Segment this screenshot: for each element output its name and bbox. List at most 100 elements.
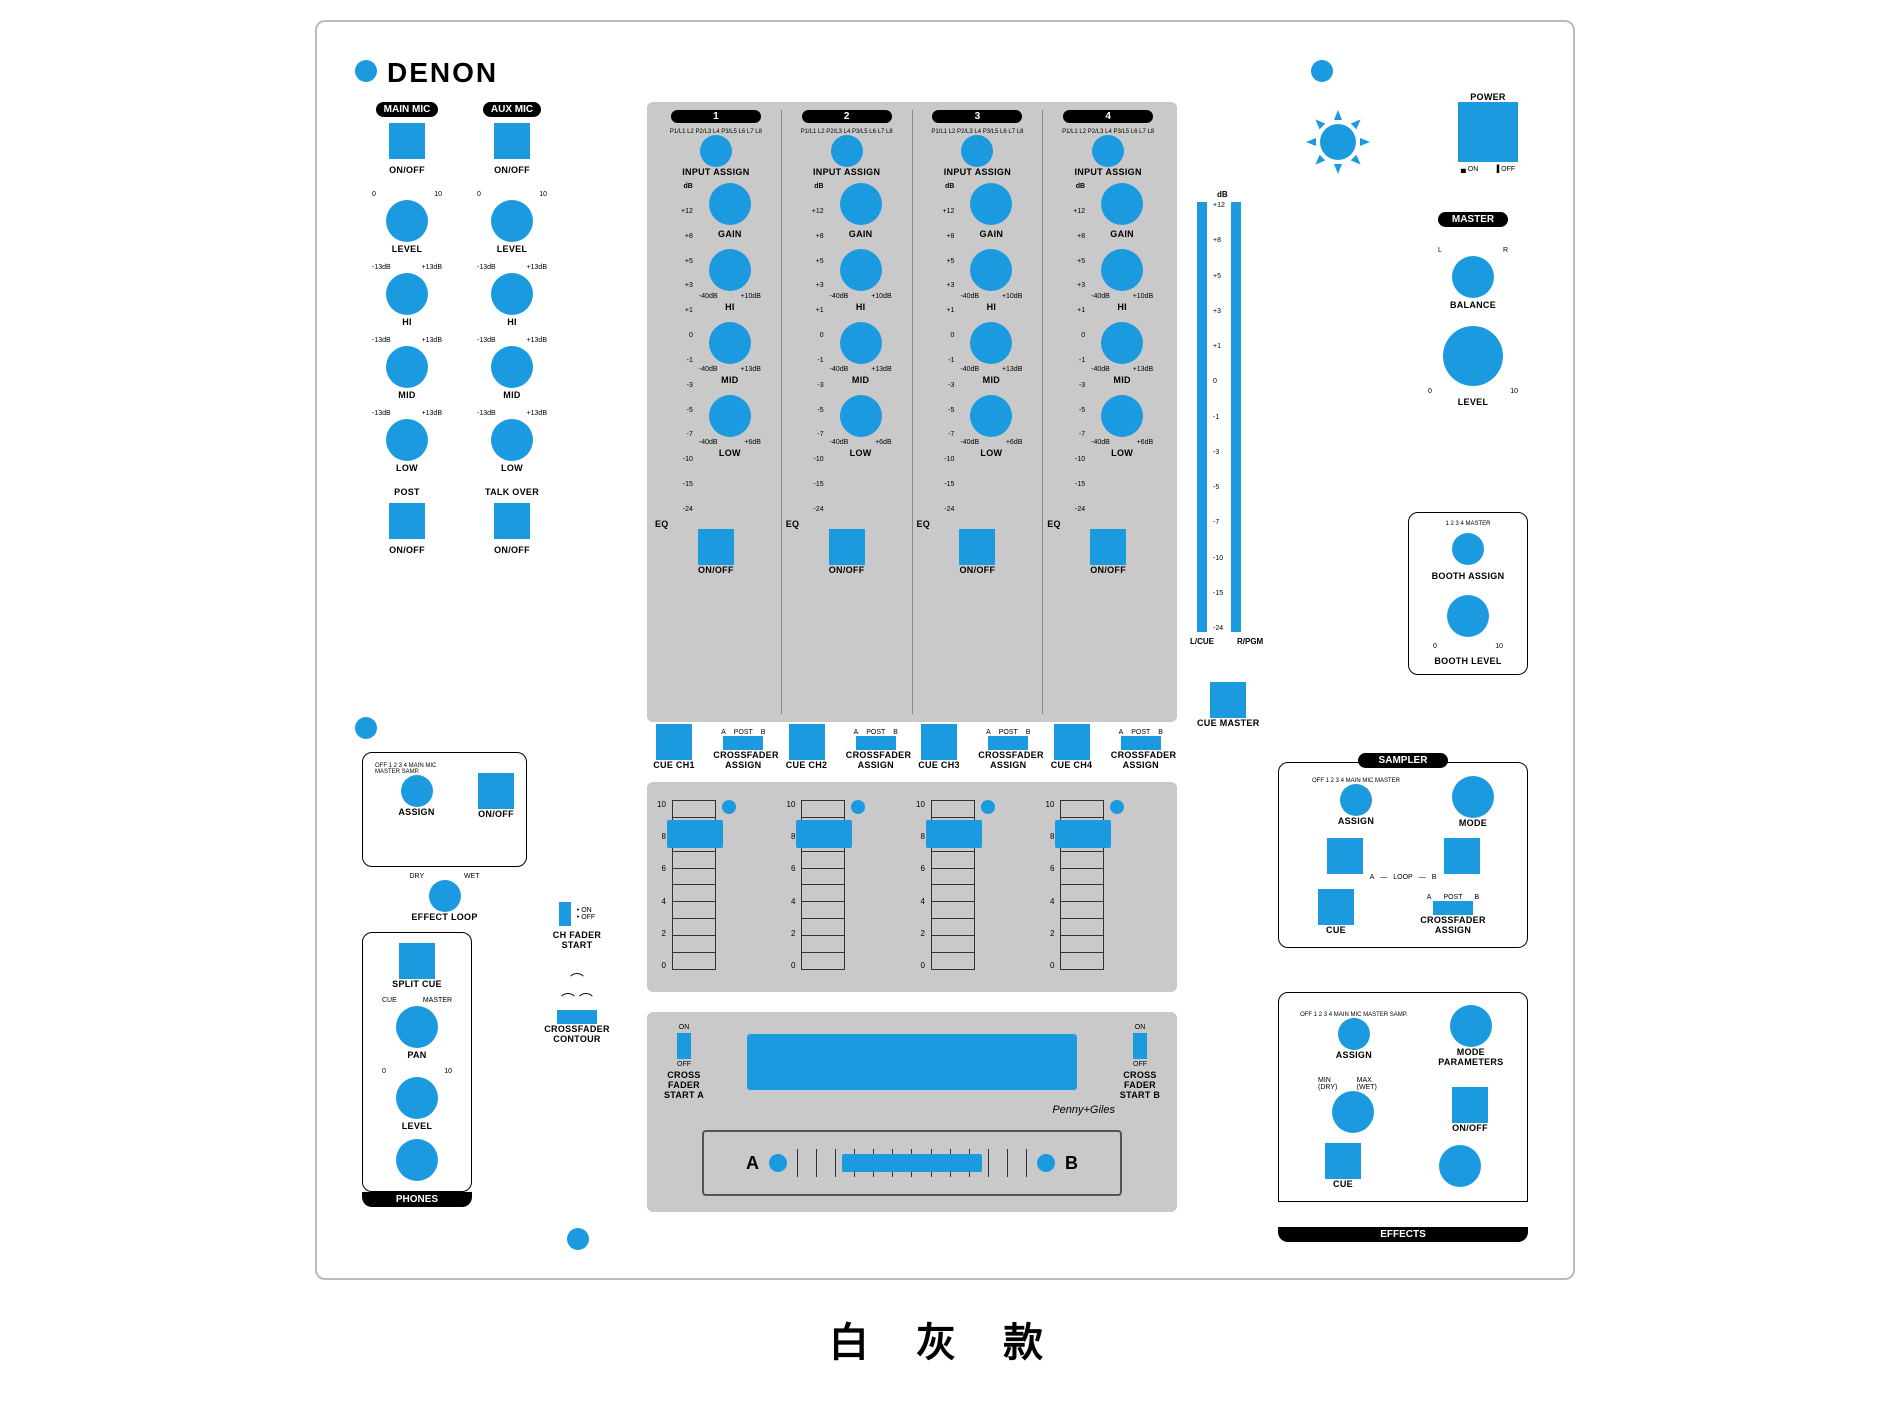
booth-assign-knob[interactable] xyxy=(1452,533,1484,565)
main-mic-onoff-button[interactable] xyxy=(389,123,425,159)
split-cue-button[interactable] xyxy=(399,943,435,979)
ch1-fader-handle[interactable] xyxy=(667,820,723,848)
aux-mic-onoff-button[interactable] xyxy=(494,123,530,159)
sampler-assign-knob[interactable] xyxy=(1340,784,1372,816)
ch3-hi-knob[interactable] xyxy=(970,249,1012,291)
ch1-hi-knob[interactable] xyxy=(709,249,751,291)
ch2-mid-knob[interactable] xyxy=(840,322,882,364)
phones-level-knob[interactable] xyxy=(396,1077,438,1119)
balance-knob[interactable] xyxy=(1452,256,1494,298)
cfsb-on: ON xyxy=(1135,1024,1146,1031)
aux_mic.knobs-knob-2[interactable] xyxy=(491,346,533,388)
master-level-label: LEVEL xyxy=(1458,397,1489,407)
ch1-fader[interactable] xyxy=(672,800,716,970)
headphone-jack[interactable] xyxy=(396,1139,438,1181)
ch4-gain-knob[interactable] xyxy=(1101,183,1143,225)
lcue-label: L/CUE xyxy=(1190,637,1214,646)
ch3-fader-handle[interactable] xyxy=(926,820,982,848)
ch4-input-assign-knob[interactable] xyxy=(1092,135,1124,167)
pan-knob[interactable] xyxy=(396,1006,438,1048)
ch3-eq-button[interactable] xyxy=(959,529,995,565)
ch-fader-start-label: CH FADER START xyxy=(552,930,602,950)
effect-loop-knob[interactable] xyxy=(429,880,461,912)
cue-master-button[interactable] xyxy=(1210,682,1246,718)
sampler-cue-label: CUE xyxy=(1326,925,1346,935)
ch1-gain-knob[interactable] xyxy=(709,183,751,225)
fader-area: 1086420 1086420 1086420 1086420 xyxy=(647,782,1177,992)
ch3-cf-assign-switch[interactable] xyxy=(988,736,1028,750)
ch3-mid-knob[interactable] xyxy=(970,322,1012,364)
ch3-low-knob[interactable] xyxy=(970,395,1012,437)
effects-onoff-button[interactable] xyxy=(1452,1087,1488,1123)
pan-cue: CUE xyxy=(382,997,397,1004)
ch2-hi-knob[interactable] xyxy=(840,249,882,291)
cue-ch3-button[interactable] xyxy=(921,724,957,760)
main_mic.knobs-knob-1[interactable] xyxy=(386,273,428,315)
ch2-gain-knob[interactable] xyxy=(840,183,882,225)
talkover-button[interactable] xyxy=(494,503,530,539)
effects-mode-knob[interactable] xyxy=(1450,1005,1492,1047)
fx-max: MAX (WET) xyxy=(1357,1077,1388,1091)
ch2-cf-assign-switch[interactable] xyxy=(856,736,896,750)
cue-ch2-button[interactable] xyxy=(789,724,825,760)
ch4-hi-knob[interactable] xyxy=(1101,249,1143,291)
ch4-eq-button[interactable] xyxy=(1090,529,1126,565)
aux_mic.knobs-knob-1[interactable] xyxy=(491,273,533,315)
ch2-eq-button[interactable] xyxy=(829,529,865,565)
aux_mic.knobs-knob-0[interactable] xyxy=(491,200,533,242)
crossfader-contour-switch[interactable] xyxy=(557,1010,597,1024)
cue-ch1-button[interactable] xyxy=(656,724,692,760)
sampler-loop-a-button[interactable] xyxy=(1327,838,1363,874)
effects-footer: EFFECTS xyxy=(1278,1227,1528,1242)
sampler-cue-button[interactable] xyxy=(1318,889,1354,925)
cue-ch4-button[interactable] xyxy=(1054,724,1090,760)
master-level-knob[interactable] xyxy=(1443,326,1503,386)
sampler-cf-assign-switch[interactable] xyxy=(1433,901,1473,915)
ch2-input-assign-knob[interactable] xyxy=(831,135,863,167)
crossfader-handle[interactable] xyxy=(842,1154,982,1172)
phones-level-label: LEVEL xyxy=(402,1121,433,1131)
crossfader-start-b-switch[interactable] xyxy=(1133,1033,1147,1059)
effects-param-knob[interactable] xyxy=(1439,1145,1481,1187)
ch2-low-knob[interactable] xyxy=(840,395,882,437)
ch1-input-assign-knob[interactable] xyxy=(700,135,732,167)
power-button[interactable] xyxy=(1458,102,1518,162)
ch1-cf-assign-switch[interactable] xyxy=(723,736,763,750)
ch4-cf-assign-switch[interactable] xyxy=(1121,736,1161,750)
balance-label: BALANCE xyxy=(1450,300,1496,310)
ch-fader-start-switch[interactable] xyxy=(559,902,571,926)
cue-cf-row: CUE CH1 APOSTB CROSSFADER ASSIGN CUE CH2… xyxy=(647,724,1177,770)
ch3-input-assign-knob[interactable] xyxy=(961,135,993,167)
xfader-a: A xyxy=(746,1153,759,1174)
cue-master-label: CUE MASTER xyxy=(1197,718,1260,728)
ch1-eq-button[interactable] xyxy=(698,529,734,565)
booth-level-knob[interactable] xyxy=(1447,595,1489,637)
phones-onoff-button[interactable] xyxy=(478,773,514,809)
crossfader-track[interactable] xyxy=(797,1152,1027,1174)
ch2-fader[interactable] xyxy=(801,800,845,970)
ch2-fader-handle[interactable] xyxy=(796,820,852,848)
effects-wetdry-knob[interactable] xyxy=(1332,1091,1374,1133)
sampler-mode-knob[interactable] xyxy=(1452,776,1494,818)
aux_mic.knobs-knob-3[interactable] xyxy=(491,419,533,461)
crossfader-start-a-switch[interactable] xyxy=(677,1033,691,1059)
main_mic.knobs-knob-0[interactable] xyxy=(386,200,428,242)
ch4-low-knob[interactable] xyxy=(1101,395,1143,437)
ch3-fader[interactable] xyxy=(931,800,975,970)
post-button[interactable] xyxy=(389,503,425,539)
effects-cue-button[interactable] xyxy=(1325,1143,1361,1179)
ch1-mid-knob[interactable] xyxy=(709,322,751,364)
ch3-gain-knob[interactable] xyxy=(970,183,1012,225)
sampler-loop-b-button[interactable] xyxy=(1444,838,1480,874)
ch4-mid-knob[interactable] xyxy=(1101,322,1143,364)
phones-assign-knob[interactable] xyxy=(401,775,433,807)
main_mic.knobs-knob-2[interactable] xyxy=(386,346,428,388)
s-apb-a: A xyxy=(1427,894,1432,901)
main_mic.knobs-knob-3[interactable] xyxy=(386,419,428,461)
effects-assign-knob[interactable] xyxy=(1338,1018,1370,1050)
ch1-low-knob[interactable] xyxy=(709,395,751,437)
ch4-fader-handle[interactable] xyxy=(1055,820,1111,848)
jog-wheel[interactable] xyxy=(1303,107,1373,182)
ch4-fader[interactable] xyxy=(1060,800,1104,970)
fx-min: MIN (DRY) xyxy=(1318,1077,1347,1091)
